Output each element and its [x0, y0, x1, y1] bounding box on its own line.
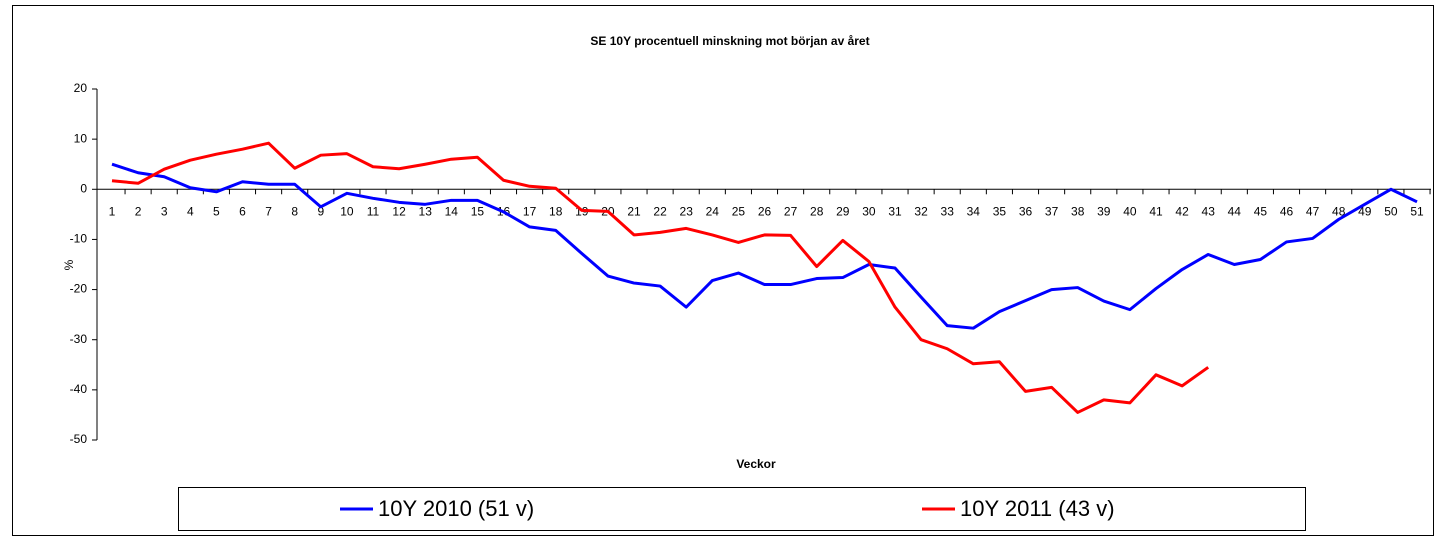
x-tick-label: 13 [419, 204, 433, 218]
x-tick-label: 15 [471, 204, 485, 218]
x-tick-label: 25 [732, 204, 746, 218]
x-tick-label: 44 [1228, 204, 1242, 218]
y-tick-label: 0 [80, 181, 87, 195]
x-tick-label: 24 [706, 204, 720, 218]
x-tick-label: 34 [967, 204, 981, 218]
x-tick-label: 28 [810, 204, 824, 218]
series-line [111, 141, 1210, 414]
chart-title: SE 10Y procentuell minskning mot början … [590, 34, 869, 48]
x-tick-label: 26 [758, 204, 772, 218]
x-tick-label: 45 [1254, 204, 1268, 218]
x-tick-label: 38 [1071, 204, 1085, 218]
x-tick-label: 32 [914, 204, 928, 218]
x-tick-label: 49 [1358, 204, 1372, 218]
x-tick-label: 41 [1149, 204, 1163, 218]
x-tick-label: 39 [1097, 204, 1111, 218]
x-tick-label: 17 [523, 204, 537, 218]
y-tick-label: 20 [74, 81, 88, 95]
x-tick-label: 29 [836, 204, 850, 218]
x-tick-label: 10 [340, 204, 354, 218]
y-tick-label: -30 [70, 332, 88, 346]
legend-label: 10Y 2010 (51 v) [378, 496, 534, 521]
y-tick-label: -40 [70, 382, 88, 396]
x-tick-label: 18 [549, 204, 563, 218]
y-tick-label: 10 [74, 131, 88, 145]
x-tick-label: 2 [135, 204, 142, 218]
x-tick-label: 43 [1202, 204, 1216, 218]
x-tick-label: 40 [1123, 204, 1137, 218]
x-tick-label: 42 [1175, 204, 1189, 218]
x-tick-label: 33 [941, 204, 955, 218]
x-tick-label: 12 [392, 204, 406, 218]
legend-label: 10Y 2011 (43 v) [960, 496, 1115, 521]
x-tick-label: 9 [317, 204, 324, 218]
x-tick-label: 37 [1045, 204, 1059, 218]
chart-frame [12, 5, 1434, 536]
x-tick-label: 35 [993, 204, 1007, 218]
x-tick-label: 36 [1019, 204, 1033, 218]
x-tick-label: 21 [627, 204, 641, 218]
y-tick-label: -50 [70, 432, 88, 446]
x-tick-label: 48 [1332, 204, 1346, 218]
x-tick-label: 6 [239, 204, 246, 218]
x-tick-label: 23 [680, 204, 694, 218]
x-tick-label: 31 [888, 204, 902, 218]
y-axis-title: % [62, 259, 76, 270]
x-tick-label: 4 [187, 204, 194, 218]
x-tick-label: 3 [161, 204, 168, 218]
x-tick-label: 46 [1280, 204, 1294, 218]
x-tick-label: 1 [109, 204, 116, 218]
x-tick-label: 7 [265, 204, 272, 218]
x-tick-label: 14 [445, 204, 459, 218]
x-axis-title: Veckor [736, 457, 776, 471]
x-tick-label: 11 [367, 204, 380, 218]
x-tick-label: 8 [291, 204, 298, 218]
x-tick-label: 5 [213, 204, 220, 218]
x-tick-label: 51 [1410, 204, 1424, 218]
x-tick-label: 30 [862, 204, 876, 218]
x-tick-label: 27 [784, 204, 798, 218]
x-tick-label: 50 [1384, 204, 1398, 218]
x-tick-label: 47 [1306, 204, 1320, 218]
y-tick-label: -10 [70, 232, 88, 246]
series-line [111, 162, 1418, 330]
x-tick-label: 22 [653, 204, 667, 218]
y-tick-label: -20 [70, 282, 88, 296]
